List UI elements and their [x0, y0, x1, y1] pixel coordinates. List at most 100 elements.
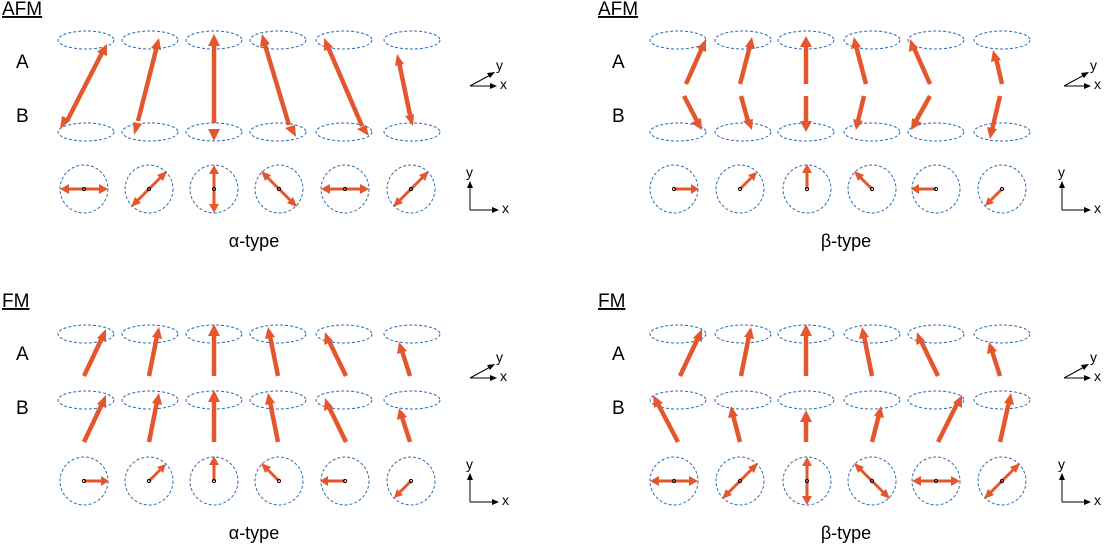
center-dot — [408, 478, 414, 484]
panel-fm-beta: FM A B β-type — [598, 291, 1101, 543]
row-label-a: A — [612, 52, 625, 73]
row-label-b: B — [612, 106, 625, 127]
site-ring — [249, 122, 307, 142]
panel-title: FM — [2, 291, 29, 312]
row-label-b: B — [16, 398, 29, 419]
arrow-pair — [737, 37, 755, 130]
center-dot — [211, 186, 217, 192]
top-view-site — [911, 164, 961, 214]
row-label-b: B — [16, 106, 29, 127]
top-view-site — [782, 164, 832, 214]
center-dot — [211, 478, 217, 484]
top-view-circles — [649, 164, 1027, 214]
top-view-site — [782, 456, 832, 506]
site-ring — [57, 390, 115, 410]
arrow-pair — [800, 36, 812, 132]
site-ring — [847, 456, 897, 506]
center-dot — [999, 478, 1005, 484]
top-view-site — [847, 164, 897, 214]
up-arrow — [997, 393, 1014, 443]
arrow-pair — [851, 37, 869, 130]
arrow-pair — [909, 39, 933, 130]
panel-caption: α-type — [229, 231, 279, 251]
top-view-site — [59, 164, 109, 214]
site-ring — [315, 324, 373, 344]
double-arrow — [324, 38, 369, 136]
axis-x-label: x — [1094, 492, 1101, 508]
double-arrow — [260, 34, 296, 137]
panel-caption: β-type — [821, 523, 871, 543]
site-ring — [715, 164, 765, 214]
ellipse-row-b — [57, 390, 441, 410]
panel-title: AFM — [598, 0, 638, 20]
top-view-site — [59, 456, 109, 506]
site-ring — [714, 30, 772, 50]
ellipse-row-a — [57, 30, 441, 50]
site-ring — [320, 456, 370, 506]
spin-arrows-row-a — [81, 324, 413, 377]
site-ring — [907, 324, 965, 344]
top-view-site — [715, 456, 765, 506]
top-view-site — [649, 456, 699, 506]
up-arrow — [324, 332, 349, 377]
axis-x-label: x — [1094, 200, 1101, 216]
top-view-site — [911, 456, 961, 506]
site-ring — [121, 324, 179, 344]
site-ring — [907, 390, 965, 410]
site-ring — [715, 456, 765, 506]
site-ring — [977, 164, 1027, 214]
double-arrow — [133, 38, 161, 135]
axis-y-label: y — [466, 164, 473, 180]
up-arrow — [916, 332, 941, 377]
axis-x-label: x — [500, 76, 507, 92]
spin-arrows-3d — [682, 36, 1005, 139]
center-dot — [737, 478, 743, 484]
axis-x-label: x — [1094, 76, 1101, 92]
panel-caption: α-type — [229, 523, 279, 543]
site-ring — [911, 164, 961, 214]
top-view-site — [977, 164, 1027, 214]
up-arrow — [146, 393, 162, 443]
spin-arrows-row-a — [677, 324, 1003, 377]
row-label-b: B — [612, 398, 625, 419]
arrow-pair — [987, 50, 1005, 139]
up-arrow — [146, 327, 162, 377]
site-ring — [383, 390, 441, 410]
site-ring — [383, 30, 441, 50]
ellipse-row-a — [649, 324, 1031, 344]
top-view-site — [320, 164, 370, 214]
center-dot — [804, 186, 810, 192]
site-ring — [649, 30, 707, 50]
axis-2d-indicator: y x — [1058, 164, 1101, 216]
axis-x-label: x — [1094, 368, 1101, 384]
site-ring — [121, 390, 179, 410]
up-arrow — [987, 342, 1003, 377]
axis-x-label: x — [500, 368, 507, 384]
site-ring — [649, 324, 707, 344]
ellipse-row-b — [649, 390, 1031, 410]
center-dot — [408, 186, 414, 192]
site-ring — [843, 30, 901, 50]
axis-y-label: y — [1058, 164, 1065, 180]
axis-3d-indicator: y x — [469, 57, 507, 92]
up-arrow — [208, 324, 220, 376]
top-view-site — [124, 456, 174, 506]
site-ring — [386, 164, 436, 214]
up-arrow — [935, 395, 962, 444]
double-arrow — [208, 34, 220, 141]
site-ring — [254, 164, 304, 214]
site-ring — [973, 30, 1031, 50]
site-ring — [315, 390, 373, 410]
top-view-site — [386, 164, 436, 214]
top-view-circles — [649, 456, 1027, 506]
axis-3d-indicator: y x — [1063, 349, 1101, 384]
up-arrow — [397, 342, 413, 377]
up-arrow — [800, 410, 812, 442]
panel-afm-alpha: AFM A B α-type — [2, 0, 509, 251]
center-dot — [671, 186, 677, 192]
up-arrow — [738, 327, 754, 377]
center-dot — [804, 478, 810, 484]
spin-arrows-3d — [60, 34, 414, 141]
site-ring — [57, 324, 115, 344]
